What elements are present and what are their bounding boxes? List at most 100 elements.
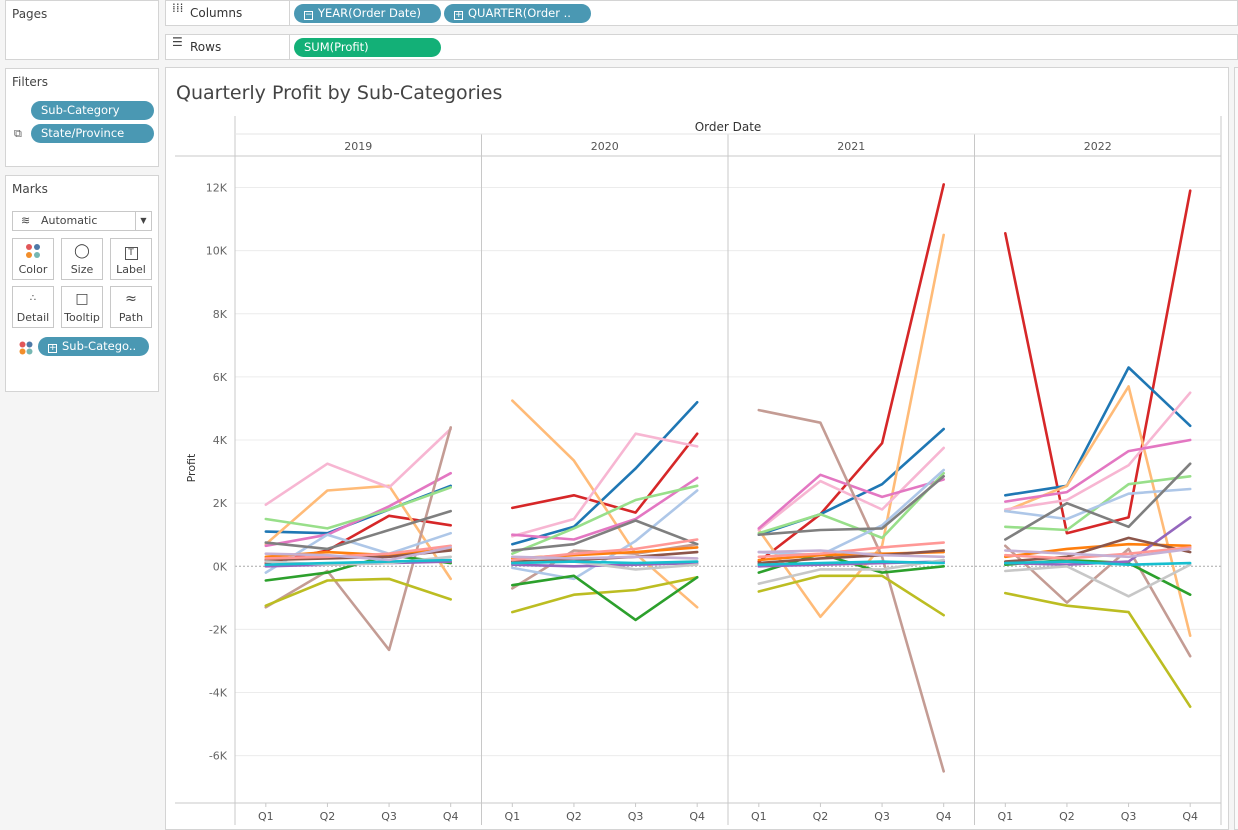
y-tick-label: 10K [206,245,228,258]
series-line-13-panel-2021 [757,549,946,565]
series-line-1-panel-2022 [1003,366,1192,497]
right-scrollbar[interactable] [1234,67,1238,830]
line-chart-icon: ≋ [21,214,31,227]
expand-icon: + [454,10,463,20]
series-line-1-panel-2020 [510,400,699,546]
detail-icon: ∴ [29,293,37,304]
size-button[interactable]: ◯ Size [61,238,103,280]
series-line-16-panel-2020 [510,560,699,565]
expand-icon: + [48,343,57,353]
series-line-5-panel-2021 [757,408,946,773]
rows-pill-sum-profit[interactable]: SUM(Profit) [294,38,441,57]
series-line-9-panel-2022 [1003,591,1192,709]
path-button[interactable]: ≈ Path [110,286,152,328]
series-line-13-panel-2022 [1003,536,1192,563]
mark-type-value: Automatic [41,214,98,227]
y-tick-label: -4K [209,687,228,700]
filters-pane[interactable]: Filters Sub-Category ⧉ State/Province [5,68,159,167]
label-icon: T [111,239,151,263]
series-line-4-panel-2019 [264,471,453,548]
color-pill-label: Sub-Catego.. [62,339,137,353]
pages-title: Pages [12,7,48,21]
series-line-0-panel-2020 [510,432,699,514]
profit-line-chart[interactable]: Order Date 2019 2020 2021 2022 -6K -4K -2K 0K 2K 4… [166,68,1228,828]
tooltip-icon: □ [75,291,89,307]
x-tick-label-Q3: Q3 [628,810,644,823]
x-tick-label-Q4: Q4 [936,810,952,823]
series-line-14-panel-2022 [1003,563,1192,598]
x-tick-label-Q2: Q2 [320,810,336,823]
x-tick-label-Q1: Q1 [751,810,767,823]
columns-shelf[interactable]: ⁞⁞⁞ Columns − YEAR(Order Date) + QUARTER(O… [165,0,1238,26]
panel-label-2019: 2019 [344,140,372,153]
marks-title: Marks [12,182,48,196]
series-line-7-panel-2022 [1003,487,1192,521]
series-line-2-panel-2022 [1003,385,1192,638]
series-line-8-panel-2020 [510,519,699,552]
y-tick-label: 2K [213,497,228,510]
column-header-order-date: Order Date [695,120,762,134]
series-line-17-panel-2019 [264,546,453,562]
series-line-2-panel-2021 [757,233,946,619]
columns-pill-quarter[interactable]: + QUARTER(Order .. [444,4,591,23]
filter-pill-sub-category[interactable]: Sub-Category [31,101,154,120]
pages-pane[interactable]: Pages [5,0,159,60]
series-line-6-panel-2020 [510,484,699,556]
x-tick-label-Q4: Q4 [1182,810,1198,823]
columns-label: Columns [166,1,290,25]
color-button[interactable]: Color [12,238,54,280]
panel-label-2021: 2021 [837,140,865,153]
tooltip-button[interactable]: □ Tooltip [61,286,103,328]
path-button-label: Path [118,311,144,324]
filter-pill-state-province[interactable]: State/Province [31,124,154,143]
x-tick-label-Q1: Q1 [997,810,1013,823]
size-button-label: Size [70,263,94,276]
y-tick-label: 6K [213,371,228,384]
y-tick-label: 0K [213,560,228,573]
series-line-2-panel-2019 [264,484,453,581]
series-line-17-panel-2020 [510,555,699,560]
label-button-label: Label [116,263,146,276]
detail-button[interactable]: ∴ Detail [12,286,54,328]
rows-icon: ☰ [172,35,183,49]
series-line-5-panel-2019 [264,426,453,652]
color-button-label: Color [18,263,48,276]
rows-label: Rows [166,35,290,59]
y-axis-label: Profit [185,453,198,482]
x-tick-label-Q4: Q4 [443,810,459,823]
panel-label-2022: 2022 [1084,140,1112,153]
series-line-4-panel-2020 [510,476,699,541]
series-line-1-panel-2021 [757,427,946,537]
y-tick-label: -2K [209,623,228,636]
series-line-9-panel-2021 [757,574,946,617]
columns-pill-year-label: YEAR(Order Date) [318,6,421,20]
marks-pane[interactable]: Marks ≋ Automatic ▼ Color ◯ Size T Label… [5,175,159,392]
series-line-15-panel-2019 [264,544,453,560]
series-line-3-panel-2019 [264,427,453,507]
collapse-icon: − [304,10,313,20]
path-icon: ≈ [125,291,137,307]
series-line-16-panel-2019 [264,558,453,567]
x-tick-label-Q1: Q1 [504,810,520,823]
columns-pill-year[interactable]: − YEAR(Order Date) [294,4,441,23]
x-tick-label-Q3: Q3 [1121,810,1137,823]
columns-pill-quarter-label: QUARTER(Order .. [468,6,571,20]
series-line-3-panel-2021 [757,446,946,532]
x-tick-label-Q2: Q2 [566,810,582,823]
series-line-15-panel-2021 [757,541,946,559]
mark-type-dropdown[interactable]: ≋ Automatic ▼ [12,211,152,231]
y-tick-label: -6K [209,750,228,763]
series-line-4-panel-2021 [757,473,946,530]
size-icon: ◯ [74,243,90,259]
series-line-16-panel-2022 [1003,560,1192,567]
rows-shelf[interactable]: ☰ Rows SUM(Profit) [165,34,1238,60]
x-tick-label-Q1: Q1 [258,810,274,823]
series-line-2-panel-2020 [510,399,699,609]
detail-button-label: Detail [16,311,50,324]
series-line-10-panel-2020 [510,574,699,622]
color-pill-sub-category[interactable]: + Sub-Catego.. [38,337,149,356]
worksheet-view[interactable]: Quarterly Profit by Sub-Categories Order… [165,67,1229,830]
color-icon [13,239,53,263]
columns-icon: ⁞⁞⁞ [172,1,184,15]
label-button[interactable]: T Label [110,238,152,280]
